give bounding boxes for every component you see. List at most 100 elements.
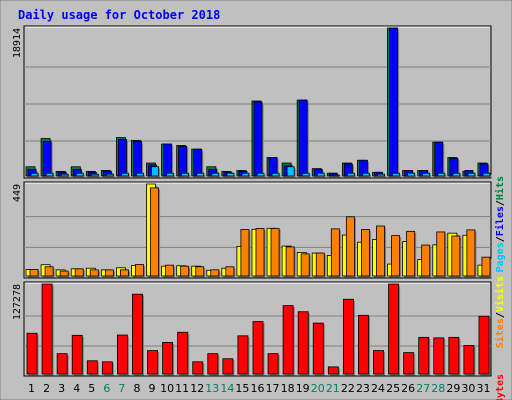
sites-bar bbox=[345, 216, 355, 277]
y-max-label: 127278 bbox=[12, 284, 23, 320]
x-tick-label: 13 bbox=[205, 382, 219, 395]
sites-bar bbox=[104, 269, 114, 277]
kbytes-bar bbox=[147, 350, 158, 375]
files-bar bbox=[178, 145, 188, 177]
kbytes-bar bbox=[101, 361, 113, 375]
pages-bar bbox=[181, 172, 190, 177]
files-bar bbox=[253, 101, 263, 177]
kbytes-bar bbox=[478, 315, 490, 375]
legend-entry: / bbox=[495, 312, 506, 318]
sites-bar bbox=[29, 269, 39, 277]
files-bar bbox=[298, 99, 308, 177]
pages-bar-shadow bbox=[107, 175, 115, 178]
legend-entry: Visits bbox=[494, 276, 506, 312]
sites-bar bbox=[225, 266, 235, 277]
pages-bar bbox=[286, 166, 295, 177]
panel-visits-sites: 449 Sites/Visits bbox=[12, 181, 506, 348]
pages-bar bbox=[60, 173, 69, 177]
x-axis-labels: 1 2 3 4 5 6 7 8 9 10 11 12 13 14 15 16 17 18 19 20 21 22 23 24 2… bbox=[28, 382, 490, 395]
x-tick-label: 29 bbox=[446, 382, 460, 395]
kbytes-bar bbox=[86, 360, 98, 375]
x-tick-label: 16 bbox=[251, 382, 265, 395]
pages-bar bbox=[151, 166, 159, 177]
sites-bar bbox=[255, 228, 265, 277]
pages-bar bbox=[467, 172, 476, 177]
x-tick-label: 10 bbox=[160, 382, 174, 395]
pages-bar bbox=[30, 172, 39, 177]
x-tick-label: 27 bbox=[416, 382, 430, 395]
kbytes-bar bbox=[448, 336, 460, 375]
pages-bar bbox=[422, 172, 431, 177]
pages-bar bbox=[211, 172, 220, 177]
pages-bar bbox=[407, 172, 416, 177]
pages-bar bbox=[120, 172, 129, 177]
pages-bar bbox=[331, 174, 340, 177]
pages-bar bbox=[166, 172, 175, 177]
pages-bar-shadow bbox=[378, 175, 387, 178]
pages-bar bbox=[75, 172, 84, 177]
pages-bar bbox=[45, 172, 54, 177]
sites-bar bbox=[180, 265, 190, 277]
x-tick-label: 5 bbox=[88, 382, 95, 395]
sites-bar bbox=[195, 266, 205, 277]
y-max-label: 449 bbox=[12, 184, 23, 202]
kbytes-bar bbox=[192, 361, 204, 375]
sites-bar bbox=[406, 230, 416, 277]
pages-bar bbox=[392, 172, 401, 177]
pages-bar bbox=[226, 172, 235, 177]
kbytes-bar bbox=[252, 321, 264, 375]
pages-bar bbox=[241, 172, 250, 177]
sites-bar bbox=[451, 235, 461, 277]
x-tick-label: 28 bbox=[431, 382, 445, 395]
kbytes-bar bbox=[222, 358, 234, 375]
kbytes-bar bbox=[418, 336, 430, 375]
pages-bar bbox=[482, 172, 491, 177]
x-tick-label: 20 bbox=[311, 382, 325, 395]
x-tick-label: 30 bbox=[461, 382, 475, 395]
kbytes-bar bbox=[433, 337, 445, 375]
x-tick-label: 21 bbox=[326, 382, 340, 395]
sites-bar bbox=[421, 244, 431, 277]
kbytes-bar bbox=[207, 353, 219, 375]
sites-bar bbox=[330, 228, 340, 277]
kbytes-bar bbox=[162, 342, 174, 375]
sites-bar bbox=[481, 256, 491, 277]
sites-bar bbox=[270, 228, 280, 277]
panels: 18914Pages/Files/Hits449Sites/Visits1272… bbox=[12, 25, 506, 400]
sites-bar bbox=[376, 225, 385, 277]
pages-bar bbox=[271, 172, 280, 177]
sites-bar bbox=[466, 229, 476, 277]
kbytes-bar bbox=[177, 331, 189, 375]
files-bar bbox=[434, 141, 444, 177]
kbytes-bar bbox=[297, 311, 309, 375]
x-tick-label: 3 bbox=[58, 382, 65, 395]
x-tick-label: 1 bbox=[28, 382, 35, 395]
x-tick-label: 7 bbox=[118, 382, 125, 395]
pages-bar bbox=[452, 172, 461, 177]
legend-entry: KBytes bbox=[495, 374, 506, 400]
pages-bar bbox=[256, 172, 265, 177]
sites-bar bbox=[89, 269, 99, 277]
x-tick-label: 6 bbox=[103, 382, 110, 395]
pages-bar-shadow bbox=[62, 175, 70, 178]
kbytes-bar bbox=[403, 352, 415, 375]
kbytes-bar bbox=[71, 334, 83, 375]
x-tick-label: 17 bbox=[266, 382, 280, 395]
x-tick-label: 19 bbox=[296, 382, 310, 395]
sites-bar bbox=[315, 252, 325, 277]
legend-entry: Files bbox=[494, 206, 506, 236]
legend-entry: Pages bbox=[495, 242, 506, 272]
x-tick-label: 26 bbox=[401, 382, 415, 395]
sites-bar bbox=[436, 231, 446, 277]
kbytes-bar bbox=[342, 298, 354, 375]
x-tick-label: 2 bbox=[43, 382, 50, 395]
files-bar bbox=[133, 140, 142, 177]
legend: Pages/Files/Hits bbox=[494, 176, 506, 272]
x-tick-label: 15 bbox=[235, 382, 249, 395]
pages-bar-shadow bbox=[92, 175, 100, 178]
sites-bar bbox=[240, 229, 250, 277]
legend: Sites/Visits bbox=[494, 276, 506, 348]
pages-bar bbox=[346, 172, 355, 177]
sites-bar bbox=[210, 269, 220, 277]
